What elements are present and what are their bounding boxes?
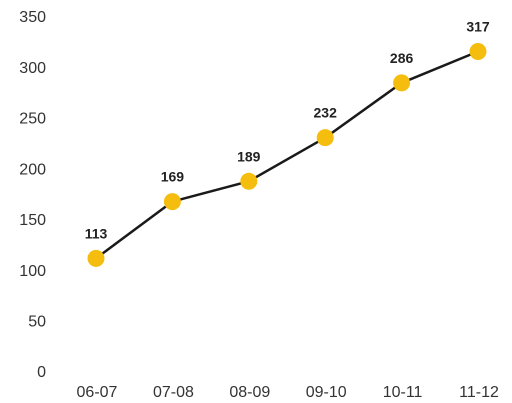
y-tick-label: 300	[19, 60, 46, 77]
data-label: 169	[161, 169, 185, 185]
y-axis-ticks: 0 50 100 150 200 250 300 350	[19, 9, 46, 381]
data-point	[163, 193, 181, 211]
x-axis-ticks: 06-07 07-08 08-09 09-10 10-11 11-12	[77, 384, 499, 401]
y-tick-label: 150	[19, 212, 46, 229]
data-point	[469, 42, 487, 60]
data-point	[87, 249, 105, 267]
y-tick-label: 50	[28, 314, 46, 331]
x-tick-label: 09-10	[306, 384, 347, 401]
data-point	[393, 74, 411, 92]
series-layer: 113 169 189 232 286 317	[85, 18, 490, 267]
x-tick-label: 11-12	[459, 384, 499, 401]
y-tick-label: 350	[19, 9, 46, 26]
data-label: 317	[466, 18, 490, 34]
y-tick-label: 250	[19, 111, 46, 128]
x-tick-label: 08-09	[229, 384, 270, 401]
series-line	[95, 50, 479, 260]
data-label: 232	[314, 105, 338, 121]
y-tick-label: 100	[19, 263, 46, 280]
data-label: 286	[390, 50, 414, 66]
data-point	[316, 129, 334, 147]
data-point	[240, 172, 258, 190]
x-tick-label: 07-08	[153, 384, 194, 401]
y-tick-label: 0	[37, 364, 46, 381]
x-tick-label: 10-11	[383, 384, 423, 401]
data-label: 189	[237, 148, 261, 164]
x-tick-label: 06-07	[77, 384, 118, 401]
data-label: 113	[85, 225, 108, 241]
y-tick-label: 200	[19, 161, 46, 178]
